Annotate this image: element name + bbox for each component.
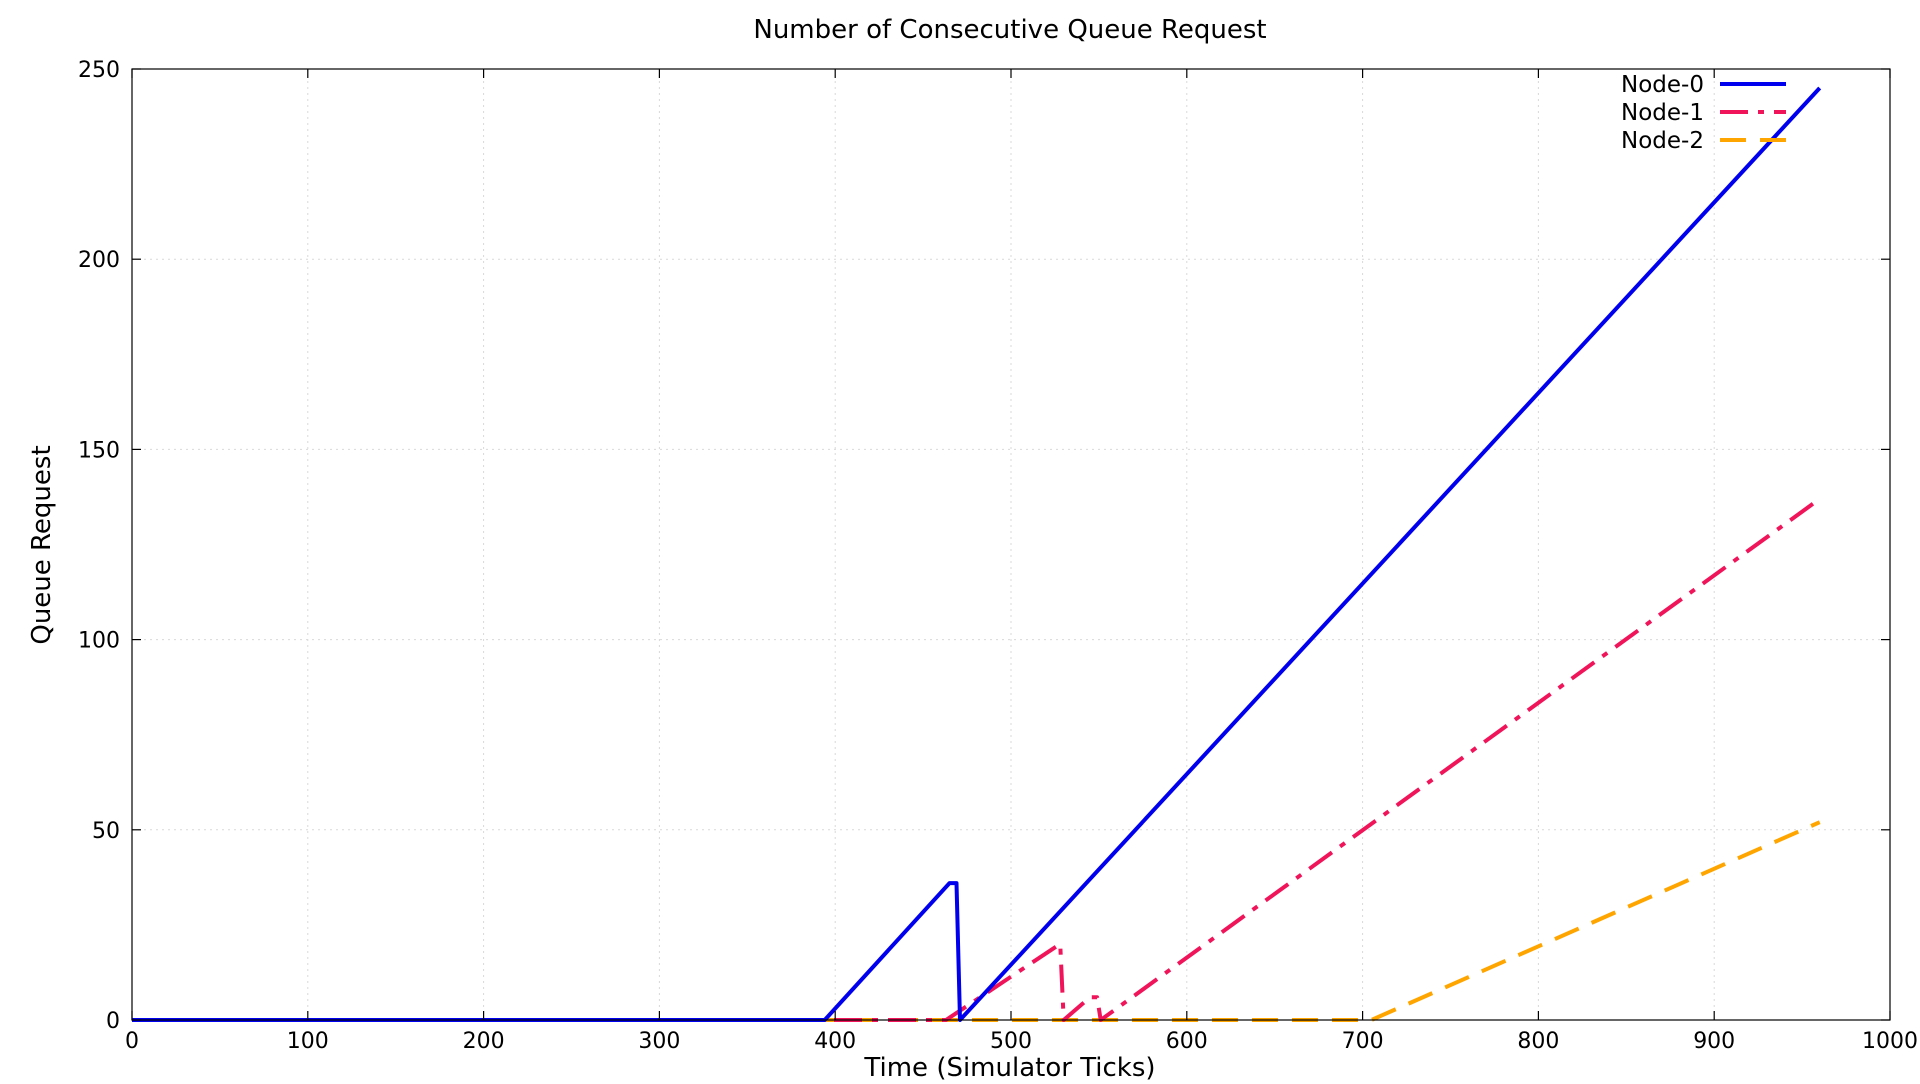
x-tick-label: 0 <box>125 1029 139 1054</box>
x-axis-label: Time (Simulator Ticks) <box>863 1053 1155 1080</box>
series-layer <box>132 86 1822 1022</box>
legend-label: Node-0 <box>1621 72 1704 98</box>
y-tick-label: 250 <box>78 58 120 83</box>
x-tick-label: 900 <box>1693 1029 1735 1054</box>
x-tick-label: 700 <box>1342 1029 1384 1054</box>
series-line-node-1 <box>132 497 1821 1022</box>
grid-layer <box>132 69 1890 1020</box>
legend-label: Node-1 <box>1621 100 1704 126</box>
y-axis-label: Queue Request <box>27 445 57 644</box>
x-tick-label: 500 <box>990 1029 1032 1054</box>
x-tick-label: 300 <box>638 1029 680 1054</box>
y-tick-label: 150 <box>78 438 120 463</box>
series-line-node-0 <box>132 86 1822 1022</box>
x-tick-label: 600 <box>1166 1029 1208 1054</box>
x-tick-label: 400 <box>814 1029 856 1054</box>
x-tick-label: 1000 <box>1862 1029 1918 1054</box>
y-tick-label: 200 <box>78 248 120 273</box>
y-tick-label: 100 <box>78 629 120 654</box>
x-tick-label: 800 <box>1517 1029 1559 1054</box>
tick-layer: 0 100 200 300 400 500 600 700 800 900 1000 0 50 100 15… <box>78 58 1918 1054</box>
chart-title: Number of Consecutive Queue Request <box>753 15 1266 45</box>
legend-label: Node-2 <box>1621 128 1704 154</box>
y-tick-label: 50 <box>92 819 120 844</box>
series-line-node-2 <box>132 820 1821 1022</box>
x-tick-label: 100 <box>287 1029 329 1054</box>
x-tick-label: 200 <box>463 1029 505 1054</box>
y-tick-label: 0 <box>106 1009 120 1034</box>
